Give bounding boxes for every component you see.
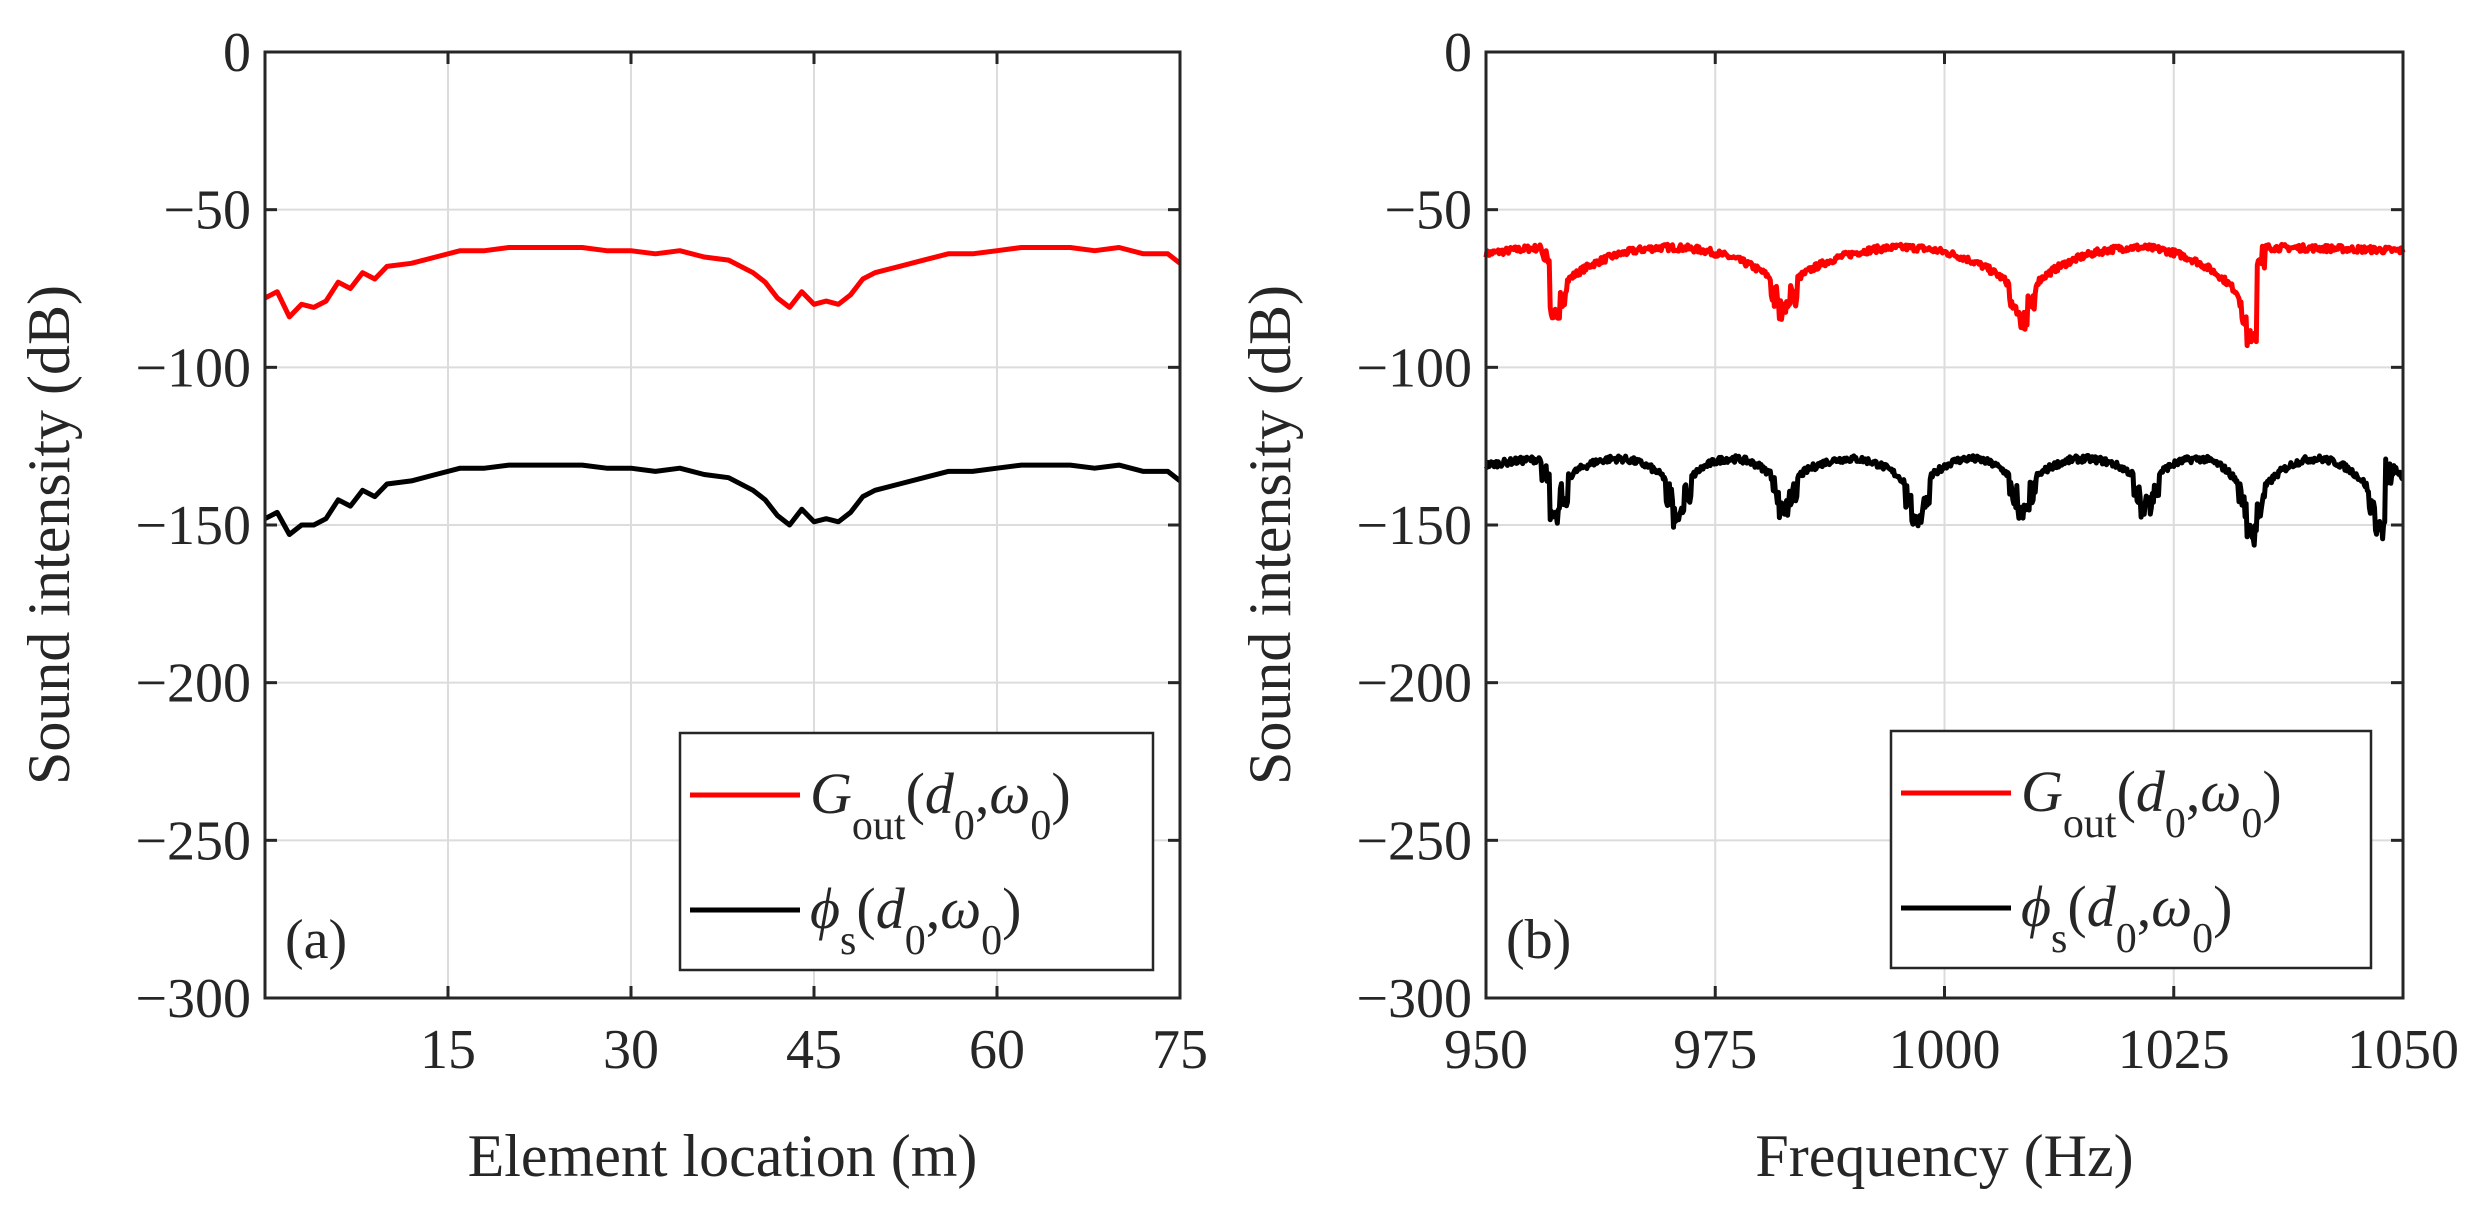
legend-label-part: s: [2051, 916, 2067, 962]
y-tick-label: −150: [135, 495, 251, 557]
legend-label-part: ,: [2137, 874, 2152, 939]
legend-label: Gout(d0,ω0): [810, 761, 1071, 849]
legend-label-part: (: [906, 761, 925, 826]
legend-label: Gout(d0,ω0): [2021, 759, 2282, 847]
x-axis-label: Frequency (Hz): [1755, 1123, 2133, 1189]
legend-label-part: s: [840, 918, 856, 964]
legend-label: ϕs(d0,ω0): [810, 876, 1022, 964]
panel-a: 0 −50 −100 −150 −200 −250 −300 15 30 45 60 75 Elemen…: [16, 22, 1208, 1189]
legend-label-part: ): [2262, 759, 2281, 824]
y-tick-label: −250: [1356, 810, 1472, 872]
series-line-g-out: [263, 245, 1182, 320]
legend-label-part: d: [2087, 874, 2117, 939]
legend-label-part: ϕ: [810, 876, 840, 941]
y-tick-label: −50: [163, 180, 251, 242]
legend-label-part: ω: [940, 876, 981, 941]
legend-label-part: ): [1051, 761, 1070, 826]
x-tick-label: 1000: [1889, 1019, 2001, 1081]
y-tick-label: −300: [1356, 968, 1472, 1030]
y-tick-label: 0: [1444, 22, 1472, 84]
legend-label-part: (: [856, 876, 875, 941]
x-tick-label: 45: [786, 1019, 842, 1081]
y-tick-label: −300: [135, 968, 251, 1030]
legend-label-part: 0: [2192, 916, 2213, 962]
y-tick-label: −200: [1356, 653, 1472, 715]
y-tick-label: −100: [135, 337, 251, 399]
y-tick-label: −50: [1384, 180, 1472, 242]
series-line-g-out: [1483, 241, 2406, 349]
series-line-phi-s: [263, 462, 1182, 537]
legend-label-part: G: [2021, 759, 2063, 824]
y-tick-label: −250: [135, 810, 251, 872]
legend-label-part: 0: [2241, 801, 2262, 847]
legend-label-part: G: [810, 761, 852, 826]
x-tick-label: 1025: [2118, 1019, 2230, 1081]
legend-label-part: 0: [2116, 916, 2137, 962]
legend-label-part: 0: [954, 803, 975, 849]
legend-label-part: ω: [2200, 759, 2241, 824]
x-tick-label: 950: [1444, 1019, 1528, 1081]
legend-box: [1889, 729, 2373, 970]
legend-label-part: 0: [2165, 801, 2186, 847]
legend-label-part: out: [852, 803, 906, 849]
y-tick-label: 0: [223, 22, 251, 84]
legend-label-part: d: [876, 876, 906, 941]
legend-label-part: ): [2213, 874, 2232, 939]
legend-label-part: d: [2136, 759, 2166, 824]
x-tick-label: 60: [969, 1019, 1025, 1081]
legend-label-part: (: [2067, 874, 2086, 939]
legend-label-part: ϕ: [2021, 874, 2051, 939]
legend-label-part: ω: [2151, 874, 2192, 939]
x-axis-label: Element location (m): [468, 1123, 978, 1189]
legend-label-part: ): [1002, 876, 1021, 941]
x-tick-label: 15: [420, 1019, 476, 1081]
x-tick-label: 1050: [2347, 1019, 2459, 1081]
x-tick-label: 75: [1152, 1019, 1208, 1081]
legend-label-part: ,: [926, 876, 941, 941]
y-axis-label: Sound intensity (dB): [16, 285, 82, 785]
y-tick-label: −150: [1356, 495, 1472, 557]
legend-label-part: d: [925, 761, 955, 826]
legend-label-part: (: [2117, 759, 2136, 824]
y-axis-label: Sound intensity (dB): [1237, 285, 1303, 785]
x-tick-label: 975: [1673, 1019, 1757, 1081]
y-tick-label: −100: [1356, 337, 1472, 399]
x-tick-label: 30: [603, 1019, 659, 1081]
legend-label-part: ,: [975, 761, 990, 826]
panel-label: (a): [285, 909, 347, 971]
series-line-phi-s: [1483, 453, 2405, 548]
legend-box: [678, 731, 1155, 972]
legend-label-part: out: [2063, 801, 2117, 847]
legend-label-part: ω: [989, 761, 1030, 826]
y-tick-label: −200: [135, 653, 251, 715]
legend-label-part: 0: [981, 918, 1002, 964]
panel-label: (b): [1506, 909, 1571, 971]
legend-label-part: ,: [2186, 759, 2201, 824]
legend-label-part: 0: [905, 918, 926, 964]
legend-label: ϕs(d0,ω0): [2021, 874, 2233, 962]
legend-label-part: 0: [1030, 803, 1051, 849]
